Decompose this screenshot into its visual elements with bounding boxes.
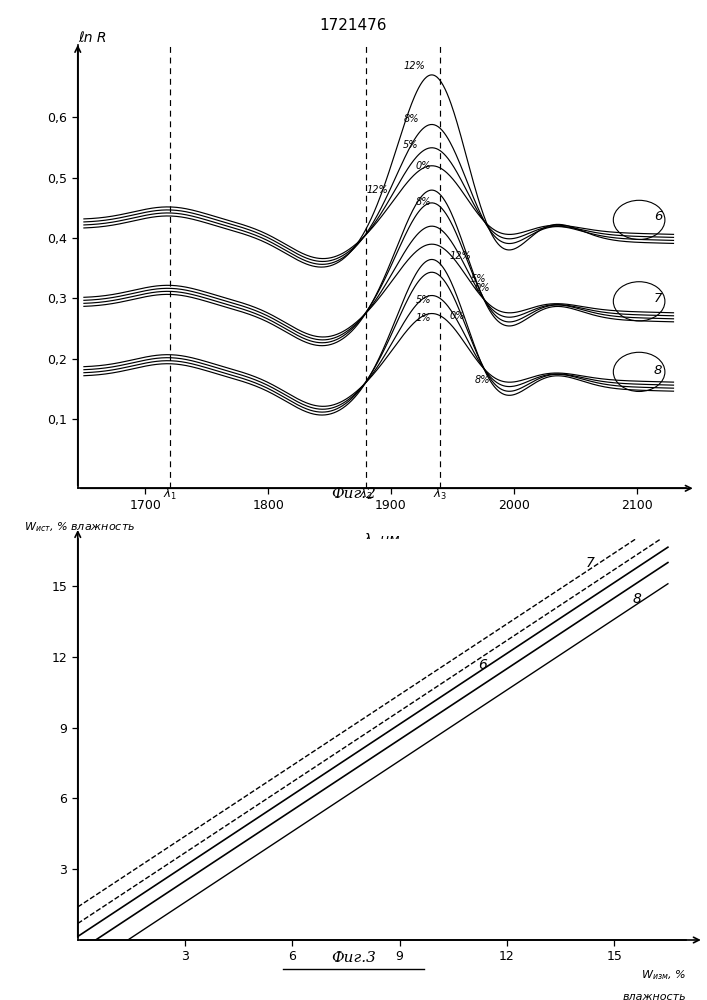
Text: $W_{изм}$, %: $W_{изм}$, %: [641, 968, 686, 982]
Text: $\lambda_3$: $\lambda_3$: [433, 486, 447, 502]
Text: 1721476: 1721476: [320, 18, 387, 33]
Text: 8: 8: [632, 592, 641, 606]
Text: 0%: 0%: [474, 283, 490, 293]
Text: 7: 7: [654, 292, 662, 305]
Text: ℓn R: ℓn R: [78, 31, 106, 45]
Text: 5%: 5%: [403, 140, 419, 150]
Text: 5%: 5%: [471, 274, 486, 284]
Text: 8%: 8%: [403, 114, 419, 124]
Text: $W_{изм}$, %: $W_{изм}$, %: [358, 999, 406, 1000]
Text: Фиг.3: Фиг.3: [331, 951, 376, 965]
Text: $W_{ист}$, % влажность: $W_{ист}$, % влажность: [24, 520, 135, 534]
Text: 5%: 5%: [416, 295, 431, 305]
Text: 12%: 12%: [403, 61, 425, 71]
Text: 12%: 12%: [450, 251, 472, 261]
Text: 12%: 12%: [366, 185, 388, 195]
Text: 8: 8: [654, 364, 662, 377]
Text: 1%: 1%: [416, 313, 431, 323]
Text: 8%: 8%: [416, 197, 431, 207]
Text: $\lambda_1$: $\lambda_1$: [163, 486, 177, 502]
Text: $\lambda_2$: $\lambda_2$: [359, 486, 373, 502]
X-axis label: λ, нм: λ, нм: [363, 533, 400, 547]
Text: 6: 6: [479, 658, 487, 672]
Text: 0%: 0%: [416, 161, 431, 171]
Text: 7: 7: [585, 556, 595, 570]
Text: 6: 6: [654, 210, 662, 223]
Text: 0%: 0%: [450, 311, 465, 321]
Text: 8%: 8%: [474, 375, 490, 385]
Text: влажность: влажность: [622, 992, 686, 1000]
Text: Фиг.2: Фиг.2: [331, 487, 376, 501]
